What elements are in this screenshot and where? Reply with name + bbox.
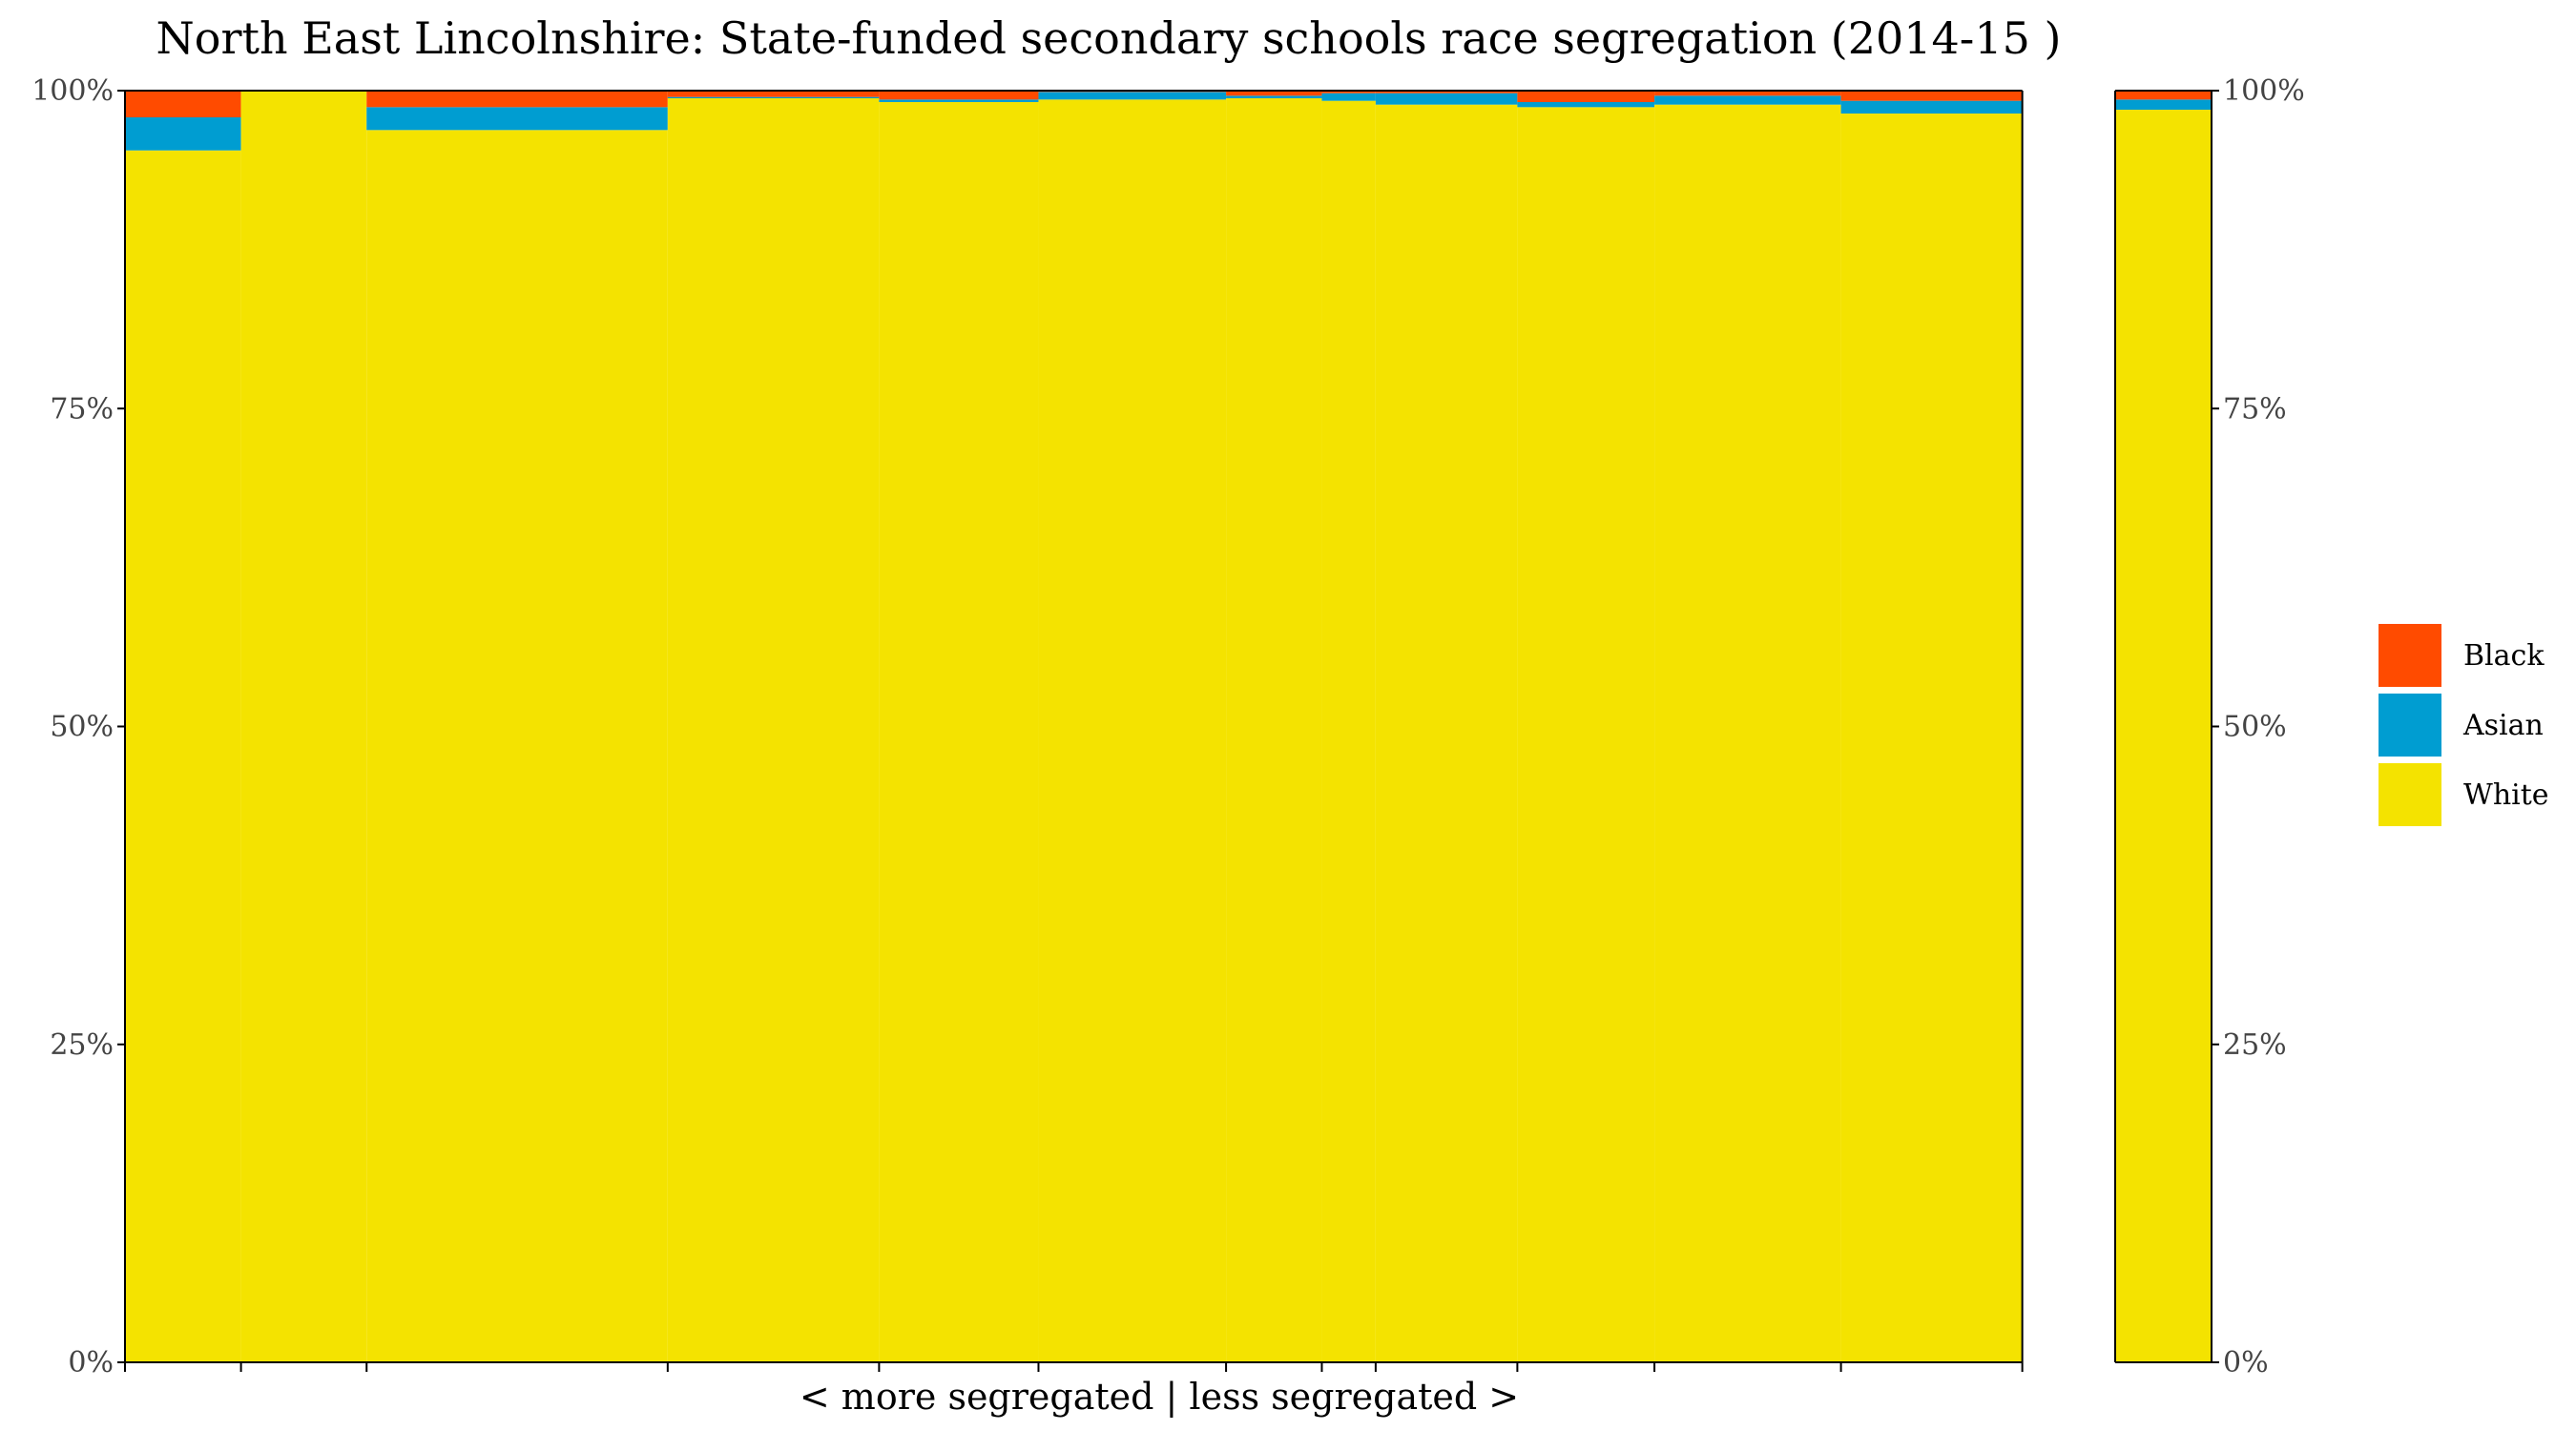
school-bar-3-asian-segment — [366, 107, 668, 131]
y-tick-label-right: 75% — [2223, 392, 2287, 425]
school-bar-7-white-segment — [1226, 97, 1322, 1362]
y-tick-label-left: 50% — [50, 711, 114, 744]
school-bar-8-black-segment — [1321, 91, 1376, 93]
school-bar-9-black-segment — [1375, 91, 1518, 93]
school-bar-2-white-segment — [240, 91, 367, 1362]
school-bar-5-asian-segment — [879, 99, 1039, 102]
y-tick-label-right: 25% — [2223, 1028, 2287, 1062]
school-bar-1-white-segment — [125, 150, 241, 1362]
school-bar-7-black-segment — [1226, 91, 1322, 96]
x-axis-label: < more segregated | less segregated > — [800, 1376, 1519, 1418]
school-bar-9-white-segment — [1375, 104, 1518, 1363]
school-bar-6-white-segment — [1038, 99, 1227, 1362]
total-bar-1-black-segment — [2114, 91, 2212, 100]
y-tick-label-right: 100% — [2223, 74, 2305, 108]
y-tick-label-right: 50% — [2223, 711, 2287, 744]
school-bar-7-asian-segment — [1226, 95, 1322, 98]
school-bar-4-white-segment — [667, 97, 880, 1362]
school-bar-3-white-segment — [366, 130, 668, 1362]
school-bar-8-asian-segment — [1321, 93, 1376, 101]
legend-swatch-black — [2379, 624, 2441, 687]
chart-title: North East Lincolnshire: State-funded se… — [156, 12, 2062, 64]
bars-layer — [125, 91, 2212, 1363]
legend-label-black: Black — [2463, 639, 2545, 673]
school-bar-4-asian-segment — [667, 96, 880, 98]
legend-label-white: White — [2463, 778, 2549, 812]
y-tick-label-left: 0% — [68, 1346, 114, 1379]
school-bar-10-white-segment — [1517, 107, 1655, 1363]
school-bar-5-black-segment — [879, 91, 1039, 100]
school-bar-5-white-segment — [879, 101, 1039, 1363]
school-bar-12-white-segment — [1840, 113, 2023, 1362]
school-bar-11-black-segment — [1654, 91, 1841, 96]
legend-label-asian: Asian — [2462, 709, 2544, 742]
school-bar-11-asian-segment — [1654, 95, 1841, 105]
school-bar-11-white-segment — [1654, 104, 1841, 1363]
school-bar-3-black-segment — [366, 91, 668, 108]
school-bar-1-black-segment — [125, 91, 241, 117]
school-bar-1-asian-segment — [125, 116, 241, 151]
axes-layer: 0% 0% 25% 25% 50% 50% 75% 75% 100% 100% — [31, 74, 2305, 1379]
school-bar-10-black-segment — [1517, 91, 1655, 102]
school-bar-10-asian-segment — [1517, 101, 1655, 108]
legend: Black Asian White — [2379, 624, 2549, 826]
total-bar-1-asian-segment — [2114, 99, 2212, 110]
y-tick-label-left: 75% — [50, 392, 114, 425]
legend-swatch-white — [2379, 763, 2441, 826]
school-bar-9-asian-segment — [1375, 93, 1518, 105]
y-tick-label-left: 25% — [50, 1028, 114, 1062]
y-tick-label-right: 0% — [2223, 1346, 2269, 1379]
legend-swatch-asian — [2379, 694, 2441, 757]
school-bar-8-white-segment — [1321, 100, 1376, 1362]
total-bar-1-white-segment — [2114, 109, 2212, 1363]
school-bar-6-asian-segment — [1038, 92, 1227, 100]
school-bar-12-black-segment — [1840, 91, 2023, 101]
y-tick-label-left: 100% — [31, 74, 114, 108]
school-bar-4-black-segment — [667, 91, 880, 97]
school-bar-12-asian-segment — [1840, 100, 2023, 114]
